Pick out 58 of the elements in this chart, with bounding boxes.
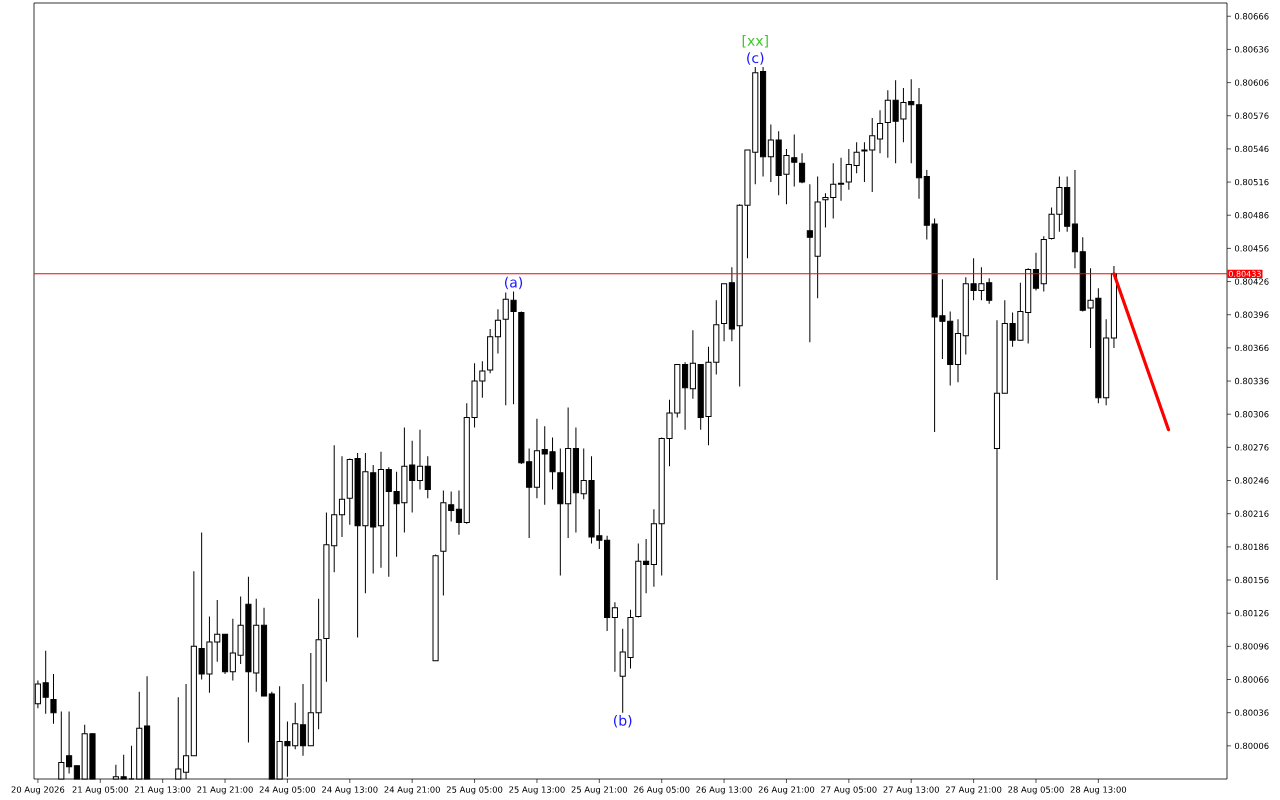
x-tick-label: 26 Aug 21:00 bbox=[758, 786, 815, 795]
candlestick bbox=[455, 489, 463, 536]
y-tick-label: 0.80666 bbox=[1234, 13, 1269, 20]
x-tick-label: 26 Aug 05:00 bbox=[633, 786, 690, 795]
x-tick-label: 25 Aug 21:00 bbox=[571, 786, 628, 795]
y-tick-label: 0.80396 bbox=[1234, 311, 1269, 318]
candlestick bbox=[876, 109, 884, 154]
annotation: (a) bbox=[504, 276, 523, 290]
y-tick-label: 0.80546 bbox=[1234, 145, 1269, 153]
y-tick-label: 0.80216 bbox=[1234, 510, 1269, 517]
y-tick-label: 0.80096 bbox=[1234, 643, 1269, 650]
x-tick-label: 27 Aug 13:00 bbox=[883, 786, 939, 795]
y-tick-label: 0.80366 bbox=[1234, 344, 1269, 352]
x-tick-label: 25 Aug 05:00 bbox=[446, 786, 503, 795]
candlestick bbox=[494, 308, 502, 354]
y-tick-label: 0.80426 bbox=[1234, 278, 1269, 285]
candlestick bbox=[299, 683, 307, 757]
x-tick-label: 27 Aug 21:00 bbox=[945, 786, 1002, 795]
candlestick bbox=[338, 455, 346, 538]
candlestick bbox=[416, 429, 424, 490]
x-tick-label: 21 Aug 21:00 bbox=[197, 786, 253, 795]
y-tick-label: 0.80306 bbox=[1234, 411, 1269, 418]
x-tick-label: 25 Aug 13:00 bbox=[509, 786, 565, 795]
x-tick-label: 21 Aug 13:00 bbox=[134, 786, 191, 795]
x-tick-label: 24 Aug 13:00 bbox=[322, 786, 378, 795]
annotation: (c) bbox=[747, 52, 764, 65]
candlestick bbox=[50, 673, 57, 725]
candlestick bbox=[798, 152, 806, 184]
y-tick-label: 0.80006 bbox=[1234, 742, 1269, 750]
y-tick-label: 0.80336 bbox=[1234, 377, 1269, 385]
y-tick-label: 0.80186 bbox=[1234, 543, 1269, 551]
y-tick-label: 0.80156 bbox=[1234, 576, 1269, 584]
y-tick-label: 0.80456 bbox=[1234, 245, 1269, 252]
y-tick-label: 0.80516 bbox=[1234, 178, 1269, 186]
ref-line-label: 0.80433 bbox=[1228, 270, 1261, 277]
x-tick-label: 27 Aug 05:00 bbox=[821, 786, 877, 795]
x-tick-label: 24 Aug 21:00 bbox=[384, 786, 440, 795]
y-tick-label: 0.80636 bbox=[1234, 46, 1269, 53]
y-tick-label: 0.80066 bbox=[1234, 676, 1269, 683]
y-tick-label: 0.80036 bbox=[1234, 709, 1269, 716]
y-tick-label: 0.80276 bbox=[1234, 444, 1269, 451]
y-tick-label: 0.80576 bbox=[1234, 112, 1269, 119]
x-tick-label: 28 Aug 13:00 bbox=[1070, 786, 1127, 795]
x-tick-label: 24 Aug 05:00 bbox=[259, 786, 316, 795]
candlestick bbox=[1032, 252, 1040, 291]
candlestick bbox=[611, 601, 618, 673]
x-tick-label: 20 Aug 2026 bbox=[11, 786, 65, 795]
candlestick bbox=[837, 157, 845, 202]
y-tick-label: 0.80606 bbox=[1234, 79, 1269, 86]
x-tick-label: 21 Aug 05:00 bbox=[72, 786, 129, 795]
annotation: [xx] bbox=[742, 35, 768, 48]
x-tick-label: 26 Aug 13:00 bbox=[696, 786, 752, 795]
annotation: (b) bbox=[614, 714, 632, 728]
y-tick-label: 0.80246 bbox=[1234, 477, 1269, 484]
y-tick-label: 0.80126 bbox=[1234, 610, 1269, 617]
x-tick-label: 28 Aug 05:00 bbox=[1008, 786, 1064, 795]
y-tick-label: 0.80486 bbox=[1234, 212, 1269, 219]
candlestick bbox=[424, 455, 431, 499]
